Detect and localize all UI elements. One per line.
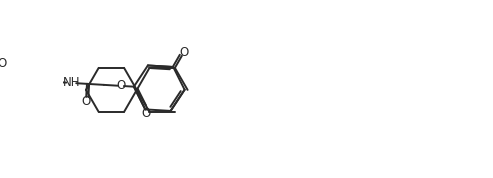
Text: O: O	[81, 95, 91, 108]
Text: O: O	[116, 79, 125, 92]
Text: O: O	[141, 107, 150, 120]
Text: NH: NH	[63, 76, 80, 89]
Text: O: O	[0, 57, 7, 70]
Text: O: O	[179, 46, 188, 59]
